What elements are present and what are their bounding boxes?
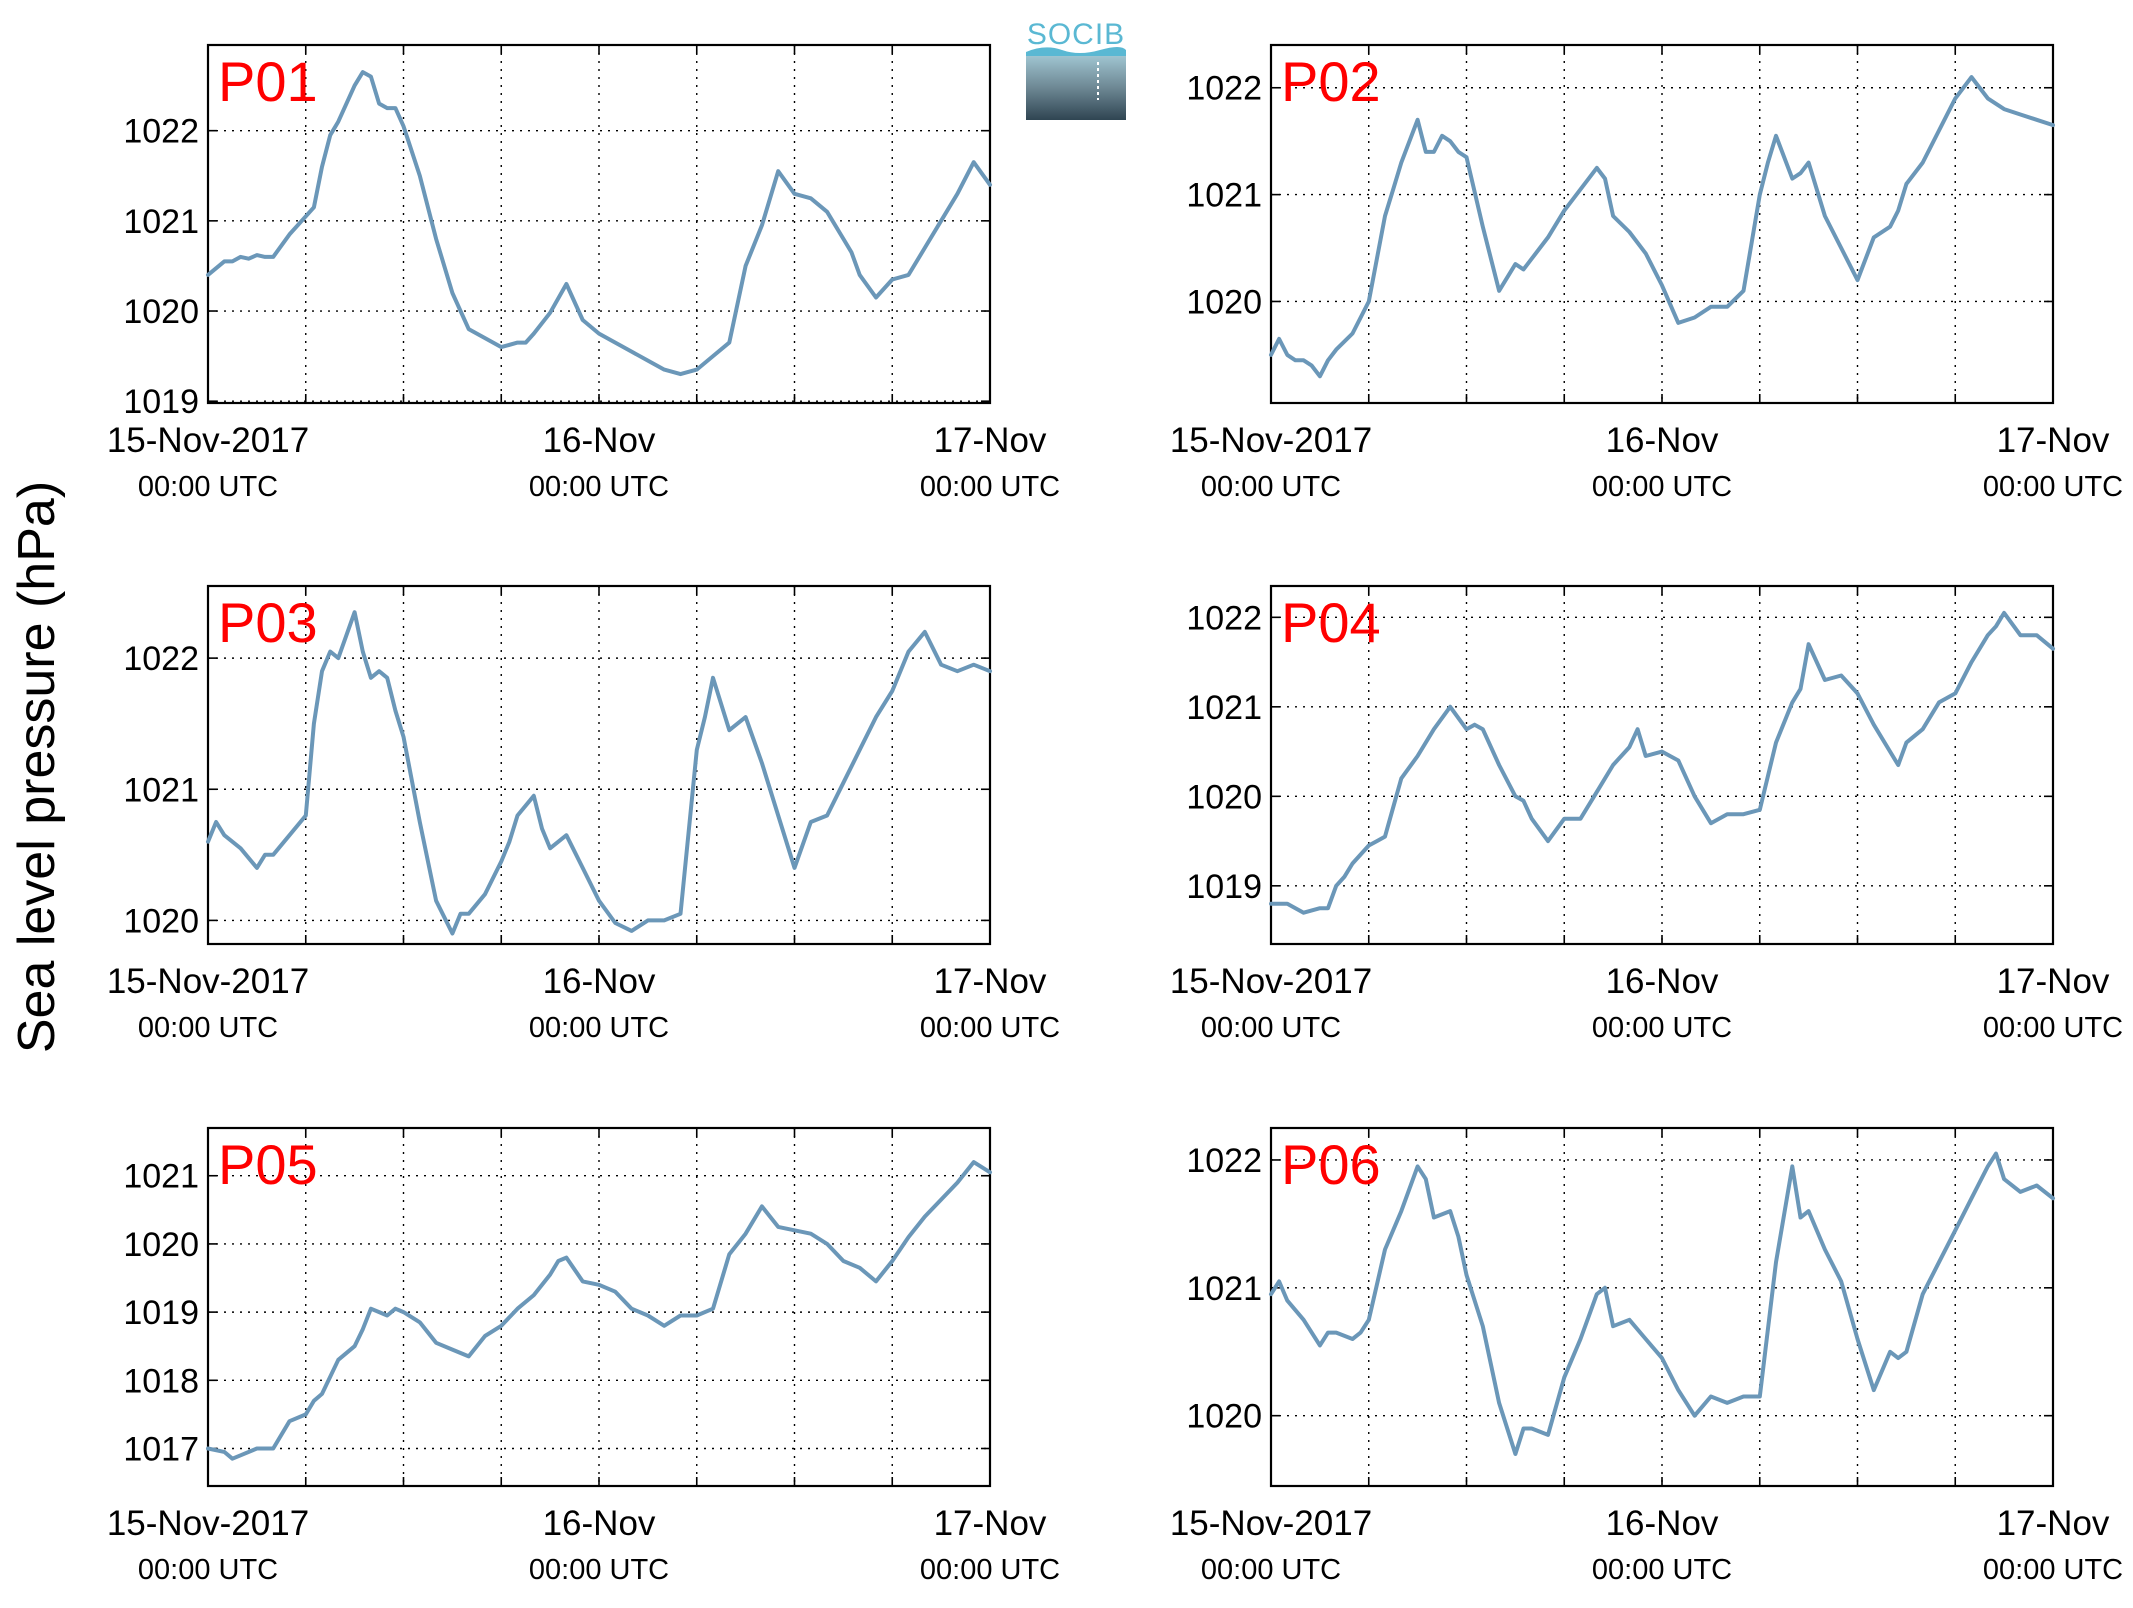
y-tick-label: 1022 [123, 640, 199, 678]
y-tick-label: 1020 [123, 1226, 199, 1264]
logo-block [1026, 56, 1126, 120]
x-tick-sublabel: 00:00 UTC [920, 471, 1060, 503]
plot-area [206, 584, 992, 946]
x-tick-sublabel: 00:00 UTC [1983, 471, 2123, 503]
y-tick-label: 1020 [1186, 283, 1262, 321]
y-tick-label: 1020 [1186, 778, 1262, 816]
x-tick-label: 17-Nov [934, 1504, 1047, 1543]
plot-area [1269, 584, 2055, 946]
socib-logo: SOCIB [1026, 18, 1126, 120]
panel-p01: 1019 1020 1021 1022 15-Nov-2017 00:00 UTC 16-N… [107, 43, 1060, 503]
y-axis-label: Sea level pressure (hPa) [8, 481, 66, 1053]
panel-label: P01 [218, 50, 318, 113]
plot-area [206, 1126, 992, 1488]
x-tick-label: 16-Nov [1606, 421, 1719, 460]
x-tick-label: 16-Nov [1606, 1504, 1719, 1543]
x-tick-label: 17-Nov [934, 962, 1047, 1001]
y-tick-label: 1018 [123, 1362, 199, 1400]
panels: 1019 1020 1021 1022 15-Nov-2017 00:00 UTC 16-N… [107, 43, 2123, 1586]
x-tick-label: 15-Nov-2017 [107, 421, 309, 460]
logo-text: SOCIB [1027, 18, 1125, 51]
x-tick-sublabel: 00:00 UTC [920, 1554, 1060, 1586]
x-tick-label: 17-Nov [1997, 421, 2110, 460]
y-tick-label: 1020 [123, 293, 199, 331]
x-tick-label: 17-Nov [1997, 962, 2110, 1001]
panel-p05: 1017 1018 1019 1020 1021 15-Nov-2017 00:00 UTC… [107, 1126, 1060, 1586]
plot-area [1269, 43, 2055, 405]
y-tick-label: 1020 [1186, 1398, 1262, 1436]
series-line-p01 [206, 70, 992, 377]
x-tick-label: 15-Nov-2017 [1170, 421, 1372, 460]
x-tick-sublabel: 00:00 UTC [1201, 1012, 1341, 1044]
y-tick-label: 1022 [1186, 70, 1262, 108]
panel-label: P05 [218, 1133, 318, 1196]
y-tick-label: 1017 [123, 1430, 199, 1468]
panel-p04: 1019 1020 1021 1022 15-Nov-2017 00:00 UTC 16-N… [1170, 584, 2123, 1044]
x-tick-label: 16-Nov [543, 962, 656, 1001]
series-line-p02 [1269, 75, 2055, 379]
series-line-p05 [206, 1160, 992, 1461]
y-tick-label: 1022 [1186, 599, 1262, 637]
series-line-p04 [1269, 610, 2055, 915]
panel-label: P06 [1281, 1133, 1381, 1196]
series-line-p03 [206, 610, 992, 936]
y-tick-label: 1021 [123, 771, 199, 809]
y-tick-label: 1021 [1186, 689, 1262, 727]
y-tick-label: 1019 [123, 1294, 199, 1332]
x-tick-label: 16-Nov [543, 421, 656, 460]
x-tick-sublabel: 00:00 UTC [1592, 471, 1732, 503]
x-tick-label: 15-Nov-2017 [1170, 962, 1372, 1001]
x-tick-sublabel: 00:00 UTC [138, 1554, 278, 1586]
panel-label: P04 [1281, 591, 1381, 654]
x-tick-sublabel: 00:00 UTC [529, 1012, 669, 1044]
x-tick-sublabel: 00:00 UTC [920, 1012, 1060, 1044]
y-tick-label: 1021 [1186, 1270, 1262, 1308]
x-tick-sublabel: 00:00 UTC [138, 1012, 278, 1044]
y-tick-label: 1019 [123, 383, 199, 421]
panel-label: P02 [1281, 50, 1381, 113]
x-tick-label: 16-Nov [543, 1504, 656, 1543]
x-tick-sublabel: 00:00 UTC [1592, 1554, 1732, 1586]
y-tick-label: 1022 [123, 113, 199, 151]
x-tick-sublabel: 00:00 UTC [138, 471, 278, 503]
logo-wave [1026, 47, 1126, 58]
x-tick-sublabel: 00:00 UTC [1983, 1012, 2123, 1044]
series-line-p06 [1269, 1151, 2055, 1456]
x-tick-label: 17-Nov [1997, 1504, 2110, 1543]
panel-p02: 1020 1021 1022 15-Nov-2017 00:00 UTC 16-Nov 00… [1170, 43, 2123, 503]
x-tick-label: 15-Nov-2017 [107, 1504, 309, 1543]
y-tick-label: 1019 [1186, 868, 1262, 906]
x-tick-sublabel: 00:00 UTC [529, 1554, 669, 1586]
x-tick-sublabel: 00:00 UTC [1983, 1554, 2123, 1586]
x-tick-label: 16-Nov [1606, 962, 1719, 1001]
y-tick-label: 1020 [123, 902, 199, 940]
x-tick-label: 17-Nov [934, 421, 1047, 460]
plot-area [206, 43, 992, 405]
x-tick-label: 15-Nov-2017 [107, 962, 309, 1001]
x-tick-sublabel: 00:00 UTC [1201, 1554, 1341, 1586]
y-tick-label: 1022 [1186, 1142, 1262, 1180]
x-tick-sublabel: 00:00 UTC [1592, 1012, 1732, 1044]
panel-p03: 1020 1021 1022 15-Nov-2017 00:00 UTC 16-Nov 00… [107, 584, 1060, 1044]
panel-p06: 1020 1021 1022 15-Nov-2017 00:00 UTC 16-Nov 00… [1170, 1126, 2123, 1586]
x-tick-sublabel: 00:00 UTC [529, 471, 669, 503]
y-tick-label: 1021 [123, 1158, 199, 1196]
plot-area [1269, 1126, 2055, 1488]
x-tick-label: 15-Nov-2017 [1170, 1504, 1372, 1543]
x-tick-sublabel: 00:00 UTC [1201, 471, 1341, 503]
y-tick-label: 1021 [123, 203, 199, 241]
y-tick-label: 1021 [1186, 177, 1262, 215]
panel-label: P03 [218, 591, 318, 654]
